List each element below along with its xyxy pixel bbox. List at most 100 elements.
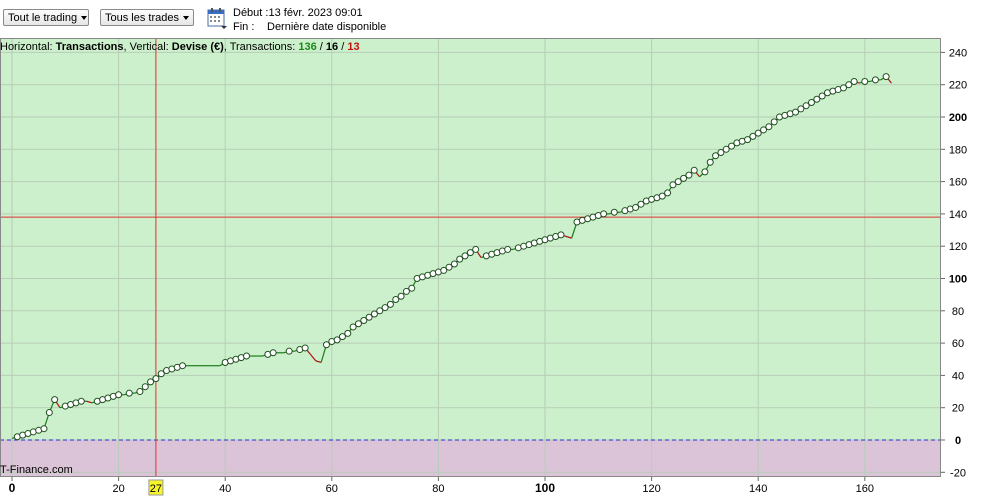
trade-point[interactable] — [770, 118, 778, 126]
trade-point[interactable] — [461, 252, 469, 260]
trade-point[interactable] — [450, 260, 458, 268]
trade-point[interactable] — [845, 81, 853, 89]
trade-point[interactable] — [349, 323, 357, 331]
trade-point[interactable] — [301, 344, 309, 352]
trade-point[interactable] — [722, 145, 730, 153]
chevron-down-icon — [81, 16, 88, 21]
trade-point[interactable] — [77, 397, 85, 405]
trade-point[interactable] — [466, 249, 474, 257]
trade-point[interactable] — [728, 142, 736, 150]
trade-point[interactable] — [850, 77, 858, 85]
trade-point[interactable] — [839, 84, 847, 92]
trade-point[interactable] — [179, 362, 187, 370]
trade-point[interactable] — [344, 329, 352, 337]
trade-point[interactable] — [40, 425, 48, 433]
trade-point[interactable] — [365, 313, 373, 321]
trade-point[interactable] — [754, 129, 762, 137]
trade-point[interactable] — [701, 168, 709, 176]
trade-point[interactable] — [125, 389, 133, 397]
trade-point[interactable] — [402, 287, 410, 295]
trade-point[interactable] — [760, 126, 768, 134]
trade-point[interactable] — [115, 391, 123, 399]
trade-point[interactable] — [322, 341, 330, 349]
trade-point[interactable] — [445, 263, 453, 271]
negative-area — [0, 440, 941, 477]
y-tick-label: 240 — [949, 47, 967, 59]
trade-point[interactable] — [157, 370, 165, 378]
trade-point[interactable] — [386, 300, 394, 308]
trade-point[interactable] — [333, 336, 341, 344]
grid — [0, 38, 941, 477]
plot-border — [0, 38, 941, 477]
trade-point[interactable] — [141, 383, 149, 391]
watermark: T-Finance.com — [0, 464, 73, 476]
trade-point[interactable] — [808, 98, 815, 106]
trade-point[interactable] — [600, 210, 608, 218]
trade-point[interactable] — [792, 108, 800, 116]
trade-point[interactable] — [557, 231, 565, 239]
trade-point[interactable] — [354, 320, 362, 328]
trade-point[interactable] — [269, 349, 277, 357]
trade-point[interactable] — [706, 158, 714, 166]
x-axis: 0 20 40 60 80 100 120 140 160 — [9, 477, 874, 495]
header-wins: 16 — [326, 41, 338, 53]
trade-point[interactable] — [765, 123, 773, 131]
trading-filter-dropdown[interactable]: Tout le trading — [3, 9, 89, 26]
trade-point[interactable] — [456, 255, 464, 263]
trade-point[interactable] — [397, 292, 405, 300]
trade-point[interactable] — [243, 352, 251, 360]
trade-point[interactable] — [717, 149, 725, 157]
trade-point[interactable] — [51, 396, 59, 404]
trade-point[interactable] — [338, 333, 346, 341]
trade-point[interactable] — [871, 76, 879, 84]
y-tick-label: 220 — [949, 80, 967, 92]
trade-point[interactable] — [408, 284, 416, 292]
trade-point[interactable] — [136, 388, 144, 396]
trade-point[interactable] — [813, 95, 821, 103]
trade-point[interactable] — [440, 266, 448, 274]
trade-point[interactable] — [381, 304, 389, 312]
trade-point[interactable] — [610, 208, 618, 216]
trade-point[interactable] — [882, 73, 890, 81]
trade-point[interactable] — [152, 375, 160, 383]
trade-point[interactable] — [749, 132, 757, 140]
trade-point[interactable] — [664, 189, 672, 197]
trade-point[interactable] — [45, 409, 53, 417]
trade-point[interactable] — [712, 152, 720, 160]
trade-point[interactable] — [637, 200, 645, 208]
line-segment — [315, 360, 322, 364]
trade-point[interactable] — [685, 171, 693, 179]
calendar-icon[interactable] — [207, 8, 227, 30]
trade-point[interactable] — [392, 295, 400, 303]
x-tick-label: 0 — [9, 481, 16, 495]
trade-point[interactable] — [147, 378, 155, 386]
trade-point[interactable] — [802, 102, 810, 110]
trade-point[interactable] — [797, 105, 805, 113]
header-v-value: Devise (€) — [172, 41, 224, 53]
trade-point[interactable] — [504, 245, 512, 253]
trade-point[interactable] — [658, 192, 666, 200]
trade-point[interactable] — [376, 307, 384, 315]
header-h-value: Transactions — [56, 41, 124, 53]
trade-point[interactable] — [690, 166, 698, 174]
trade-point[interactable] — [360, 316, 368, 324]
trades-filter-label: Tous les trades — [105, 12, 179, 24]
trades-filter-dropdown[interactable]: Tous les trades — [100, 9, 194, 26]
y-tick-label: 120 — [949, 241, 967, 253]
header-h-prefix: Horizontal: — [0, 41, 56, 53]
trade-point[interactable] — [680, 174, 688, 182]
chevron-down-icon — [182, 16, 189, 21]
trade-point[interactable] — [669, 181, 677, 189]
trade-point[interactable] — [861, 77, 869, 85]
y-tick-label: 180 — [949, 144, 967, 156]
trade-point[interactable] — [285, 347, 293, 355]
x-tick-label: 140 — [749, 483, 767, 495]
trade-point[interactable] — [674, 178, 682, 186]
trade-point[interactable] — [632, 203, 640, 211]
trade-point[interactable] — [472, 245, 480, 253]
trade-point[interactable] — [744, 136, 752, 144]
y-tick-label: 20 — [952, 403, 964, 415]
trade-point[interactable] — [818, 92, 826, 100]
trade-point[interactable] — [370, 310, 378, 318]
